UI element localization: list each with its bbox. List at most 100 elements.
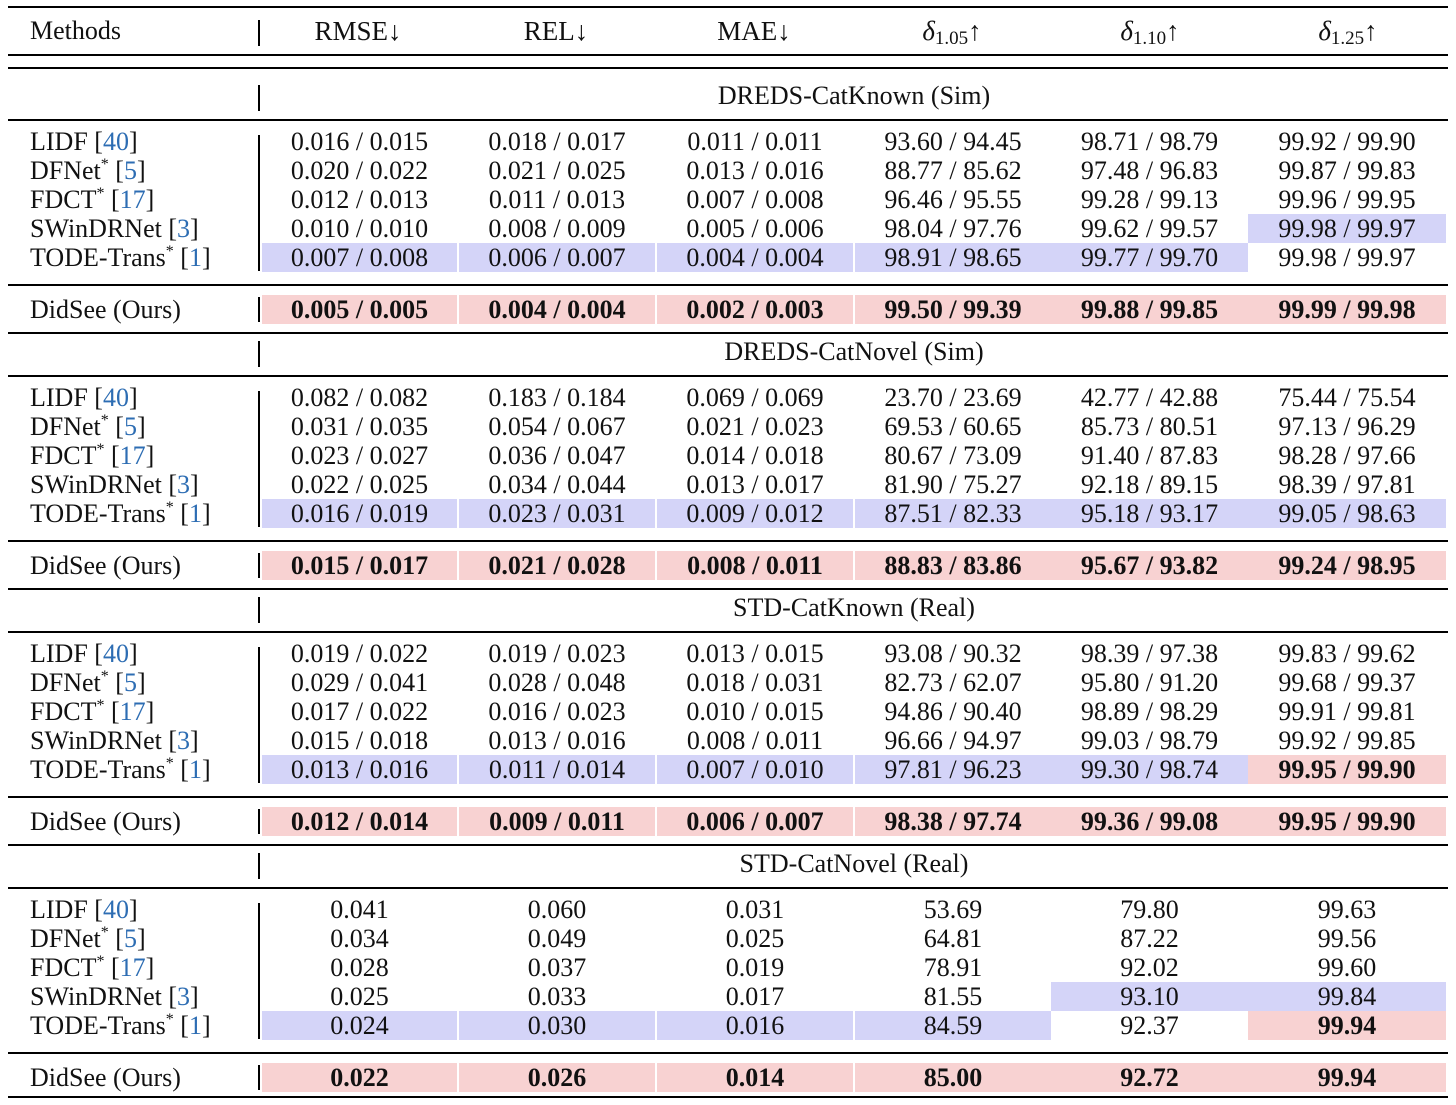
value-cell: 93.60 / 94.45 bbox=[884, 127, 1022, 156]
value-cell: 0.009 / 0.012 bbox=[657, 499, 853, 528]
method-name: DFNet* [5] bbox=[30, 412, 146, 441]
citation-link[interactable]: 40 bbox=[102, 383, 129, 412]
value-cell: 42.77 / 42.88 bbox=[1080, 383, 1219, 412]
value-cell: 98.89 / 98.29 bbox=[1080, 697, 1219, 726]
table-row: FDCT* [17] 0.017 / 0.022 0.016 / 0.023 0.01… bbox=[0, 697, 1456, 726]
citation-link[interactable]: 1 bbox=[188, 499, 202, 528]
citation-link[interactable]: 1 bbox=[188, 1011, 202, 1040]
method-name: FDCT* [17] bbox=[30, 185, 155, 214]
table-row: SWinDRNet [3] 0.022 / 0.025 0.034 / 0.044 0… bbox=[0, 470, 1456, 499]
value-cell: 0.010 / 0.015 bbox=[686, 697, 824, 726]
value-cell: 81.55 bbox=[923, 982, 983, 1011]
header-arrow: ↑ bbox=[1166, 16, 1180, 46]
method-name: DFNet* [5] bbox=[30, 668, 146, 697]
citation-link[interactable]: 40 bbox=[102, 895, 129, 924]
method-name: LIDF [40] bbox=[30, 383, 138, 412]
value-cell: 0.015 / 0.018 bbox=[290, 726, 429, 755]
value-cell: 0.020 / 0.022 bbox=[290, 156, 429, 185]
value-cell: 0.041 bbox=[330, 895, 389, 924]
value-cell: 0.183 / 0.184 bbox=[488, 383, 626, 412]
section-title-rule bbox=[8, 119, 1448, 121]
value-cell: 95.18 / 93.17 bbox=[1051, 499, 1248, 528]
value-cell: 0.031 bbox=[725, 895, 785, 924]
citation-link[interactable]: 5 bbox=[123, 924, 137, 953]
asterisk-mark: * bbox=[100, 412, 109, 429]
value-cell: 95.80 / 91.20 bbox=[1080, 668, 1219, 697]
method-name: TODE-Trans* [1] bbox=[30, 755, 211, 784]
ours-rule bbox=[8, 284, 1448, 286]
header-arrow: ↑ bbox=[968, 16, 982, 46]
value-cell: 99.96 / 99.95 bbox=[1278, 185, 1416, 214]
ours-value-cell: 0.008 / 0.011 bbox=[657, 551, 853, 580]
ours-value-cell: 0.002 / 0.003 bbox=[657, 295, 853, 324]
methods-divider bbox=[258, 135, 260, 271]
citation-link[interactable]: 3 bbox=[177, 214, 191, 243]
table-row: TODE-Trans* [1] 0.013 / 0.016 0.011 / 0.01… bbox=[0, 755, 1456, 784]
ours-divider bbox=[258, 297, 260, 322]
value-cell: 94.86 / 90.40 bbox=[884, 697, 1022, 726]
ours-value-cell: 0.012 / 0.014 bbox=[262, 807, 457, 836]
value-cell: 98.04 / 97.76 bbox=[884, 214, 1022, 243]
section-rule bbox=[8, 588, 1448, 590]
value-cell: 0.013 / 0.016 bbox=[262, 755, 457, 784]
ours-value-cell: 0.015 / 0.017 bbox=[262, 551, 457, 580]
value-cell: 0.024 bbox=[262, 1011, 457, 1040]
citation-link[interactable]: 40 bbox=[102, 127, 129, 156]
value-cell: 99.63 bbox=[1317, 895, 1377, 924]
ours-rule bbox=[8, 540, 1448, 542]
method-label: FDCT bbox=[30, 697, 97, 726]
citation-link[interactable]: 3 bbox=[177, 726, 191, 755]
table-row: LIDF [40] 0.016 / 0.015 0.018 / 0.017 0.011… bbox=[0, 127, 1456, 156]
citation-link[interactable]: 17 bbox=[119, 441, 146, 470]
value-cell: 0.008 / 0.011 bbox=[686, 726, 824, 755]
citation-link[interactable]: 5 bbox=[123, 412, 137, 441]
value-cell: 99.92 / 99.85 bbox=[1278, 726, 1416, 755]
value-cell: 0.054 / 0.067 bbox=[488, 412, 626, 441]
ours-rule bbox=[8, 796, 1448, 798]
value-cell: 97.48 / 96.83 bbox=[1080, 156, 1219, 185]
ours-row: DidSee (Ours) 0.005 / 0.005 0.004 / 0.004 0… bbox=[0, 295, 1456, 324]
citation-link[interactable]: 17 bbox=[119, 953, 146, 982]
header-label: REL↓ bbox=[523, 16, 589, 46]
citation-link[interactable]: 1 bbox=[188, 755, 202, 784]
value-cell: 0.028 / 0.048 bbox=[488, 668, 626, 697]
citation-link[interactable]: 1 bbox=[188, 243, 202, 272]
table-row: LIDF [40] 0.082 / 0.082 0.183 / 0.184 0.069… bbox=[0, 383, 1456, 412]
header-col-6: δ1.25↑ bbox=[1248, 14, 1448, 49]
value-cell: 0.016 / 0.019 bbox=[262, 499, 457, 528]
section-title: STD-CatNovel (Real) bbox=[739, 849, 969, 878]
method-name: LIDF [40] bbox=[30, 895, 138, 924]
delta-symbol: δ bbox=[1120, 16, 1133, 46]
asterisk-mark: * bbox=[165, 243, 174, 260]
ours-value-cell: 88.83 / 83.86 bbox=[855, 551, 1051, 580]
citation-link[interactable]: 17 bbox=[119, 185, 146, 214]
value-cell: 0.060 bbox=[527, 895, 587, 924]
header-col-2: REL↓ bbox=[456, 14, 656, 48]
method-label: SWinDRNet bbox=[30, 726, 162, 755]
citation-link[interactable]: 17 bbox=[119, 697, 146, 726]
value-cell: 69.53 / 60.65 bbox=[884, 412, 1022, 441]
method-label: FDCT bbox=[30, 441, 97, 470]
table-row: LIDF [40] 0.041 0.060 0.031 53.69 79.80 99.63 bbox=[0, 895, 1456, 924]
ours-value-cell: 92.72 bbox=[1051, 1063, 1248, 1092]
citation-link[interactable]: 3 bbox=[177, 982, 191, 1011]
citation-link[interactable]: 5 bbox=[123, 156, 137, 185]
citation-link[interactable]: 40 bbox=[102, 639, 129, 668]
ours-value-cell: 95.67 / 93.82 bbox=[1051, 551, 1248, 580]
header-col-1: RMSE↓ bbox=[258, 14, 458, 48]
method-label: FDCT bbox=[30, 185, 97, 214]
value-cell: 0.005 / 0.006 bbox=[686, 214, 824, 243]
citation-link[interactable]: 3 bbox=[177, 470, 191, 499]
method-name: DFNet* [5] bbox=[30, 156, 146, 185]
value-cell: 0.010 / 0.010 bbox=[290, 214, 429, 243]
value-cell: 0.018 / 0.031 bbox=[686, 668, 824, 697]
value-cell: 99.05 / 98.63 bbox=[1248, 499, 1446, 528]
value-cell: 0.069 / 0.069 bbox=[686, 383, 824, 412]
value-cell: 0.017 / 0.022 bbox=[290, 697, 429, 726]
table-row: DFNet* [5] 0.029 / 0.041 0.028 / 0.048 0.01… bbox=[0, 668, 1456, 697]
method-label: TODE-Trans bbox=[30, 755, 166, 784]
value-cell: 92.37 bbox=[1120, 1011, 1179, 1040]
citation-link[interactable]: 5 bbox=[123, 668, 137, 697]
method-label: TODE-Trans bbox=[30, 499, 166, 528]
